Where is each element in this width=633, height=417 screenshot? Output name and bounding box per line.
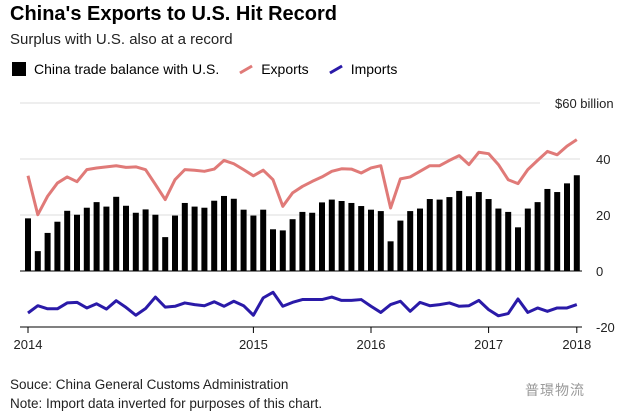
chart-title: China's Exports to U.S. Hit Record (10, 3, 338, 25)
bar (250, 215, 257, 271)
imports-line (27, 290, 578, 318)
bar (103, 206, 110, 271)
bar (123, 205, 129, 271)
bar (328, 199, 335, 271)
bar (162, 237, 169, 271)
bar (456, 190, 463, 271)
bar (299, 211, 306, 271)
bar (221, 195, 227, 271)
bar (93, 202, 100, 271)
x-tick-label: 2018 (562, 337, 591, 352)
bar (436, 199, 443, 271)
bar (132, 212, 139, 271)
x-tick-label: 2014 (14, 337, 43, 352)
legend-label-exports: Exports (261, 61, 309, 77)
bar (211, 200, 218, 271)
y-tick-label: 20 (596, 208, 610, 223)
bar (495, 208, 502, 271)
watermark: 普璟物流 (525, 382, 585, 398)
bar (319, 202, 325, 271)
x-tick-label: 2016 (357, 337, 386, 352)
bar (524, 208, 531, 271)
bar (564, 183, 570, 271)
legend-label-imports: Imports (350, 61, 398, 77)
bar (74, 214, 80, 271)
bar (417, 208, 423, 271)
bar (34, 251, 41, 271)
y-tick-label: 40 (596, 152, 610, 167)
bar (407, 211, 414, 271)
legend-swatch-balance (12, 62, 26, 76)
bar (505, 211, 512, 271)
chart-subtitle: Surplus with U.S. also at a record (10, 31, 233, 48)
bar (515, 227, 521, 271)
bar (309, 212, 316, 271)
bar (25, 218, 31, 271)
bar (358, 206, 365, 271)
bar (397, 220, 404, 271)
bar (426, 199, 433, 271)
bar (338, 201, 345, 271)
bar (44, 232, 51, 271)
bar (289, 219, 296, 271)
y-unit-label: $60 billion (555, 96, 614, 111)
y-tick-label: -20 (596, 320, 615, 335)
bar (270, 229, 276, 271)
bar (279, 230, 286, 271)
exports-line (26, 138, 578, 217)
x-tick-label: 2017 (474, 337, 503, 352)
bar (172, 215, 178, 271)
y-tick-label: 0 (596, 264, 603, 279)
legend-label-balance: China trade balance with U.S. (34, 61, 220, 77)
bar (181, 202, 188, 271)
footnote: Note: Import data inverted for purposes … (10, 396, 323, 411)
bar (377, 211, 384, 271)
bar (368, 209, 374, 271)
bar (534, 202, 541, 271)
x-tick-label: 2015 (239, 337, 268, 352)
bar (64, 210, 71, 271)
bar (152, 214, 159, 271)
bar (387, 241, 394, 271)
bar (201, 207, 208, 271)
bar (83, 207, 90, 271)
bar (485, 199, 492, 271)
bar (230, 198, 237, 271)
bar (544, 188, 551, 271)
bar (573, 175, 580, 271)
bar (348, 202, 355, 271)
bar (475, 192, 482, 271)
source-note: Souce: China General Customs Administrat… (10, 377, 289, 392)
bar (466, 196, 472, 271)
bar (54, 221, 61, 271)
bar (240, 209, 247, 271)
bar (191, 206, 198, 271)
bar (554, 192, 561, 271)
bar (113, 196, 120, 271)
bar (446, 197, 453, 271)
legend: China trade balance with U.S. Exports Im… (12, 61, 397, 77)
bar (260, 209, 267, 271)
bar (142, 209, 149, 271)
